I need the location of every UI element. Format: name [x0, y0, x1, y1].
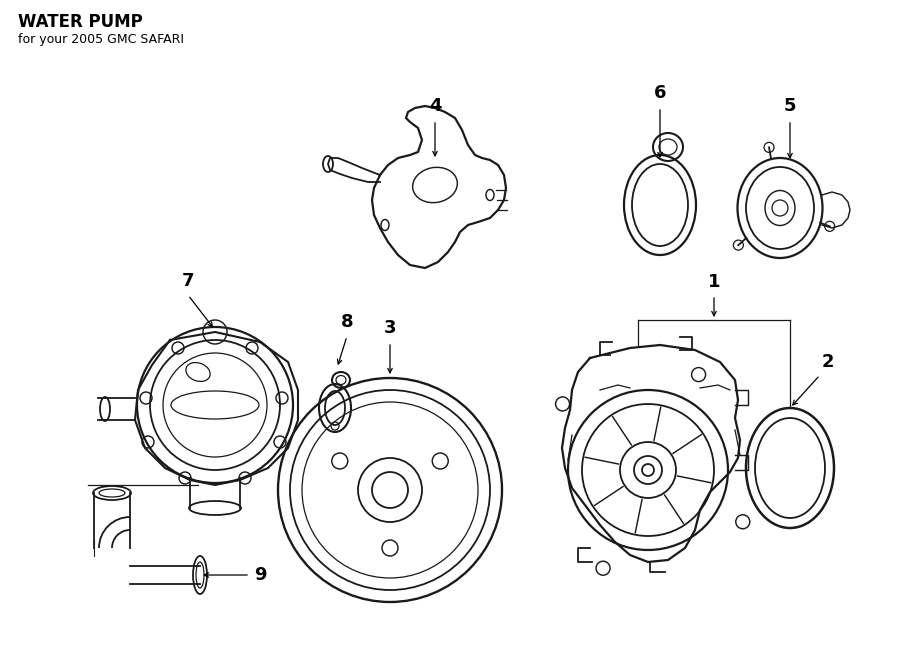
Text: 2: 2 [822, 353, 834, 371]
Text: for your 2005 GMC SAFARI: for your 2005 GMC SAFARI [18, 34, 184, 46]
Text: 3: 3 [383, 319, 396, 337]
Text: 7: 7 [182, 272, 194, 290]
Text: 5: 5 [784, 97, 796, 115]
Text: 6: 6 [653, 84, 666, 102]
Text: 4: 4 [428, 97, 441, 115]
Text: WATER PUMP: WATER PUMP [18, 13, 143, 31]
Text: 1: 1 [707, 273, 720, 291]
Text: 8: 8 [341, 313, 354, 331]
Text: 9: 9 [254, 566, 266, 584]
